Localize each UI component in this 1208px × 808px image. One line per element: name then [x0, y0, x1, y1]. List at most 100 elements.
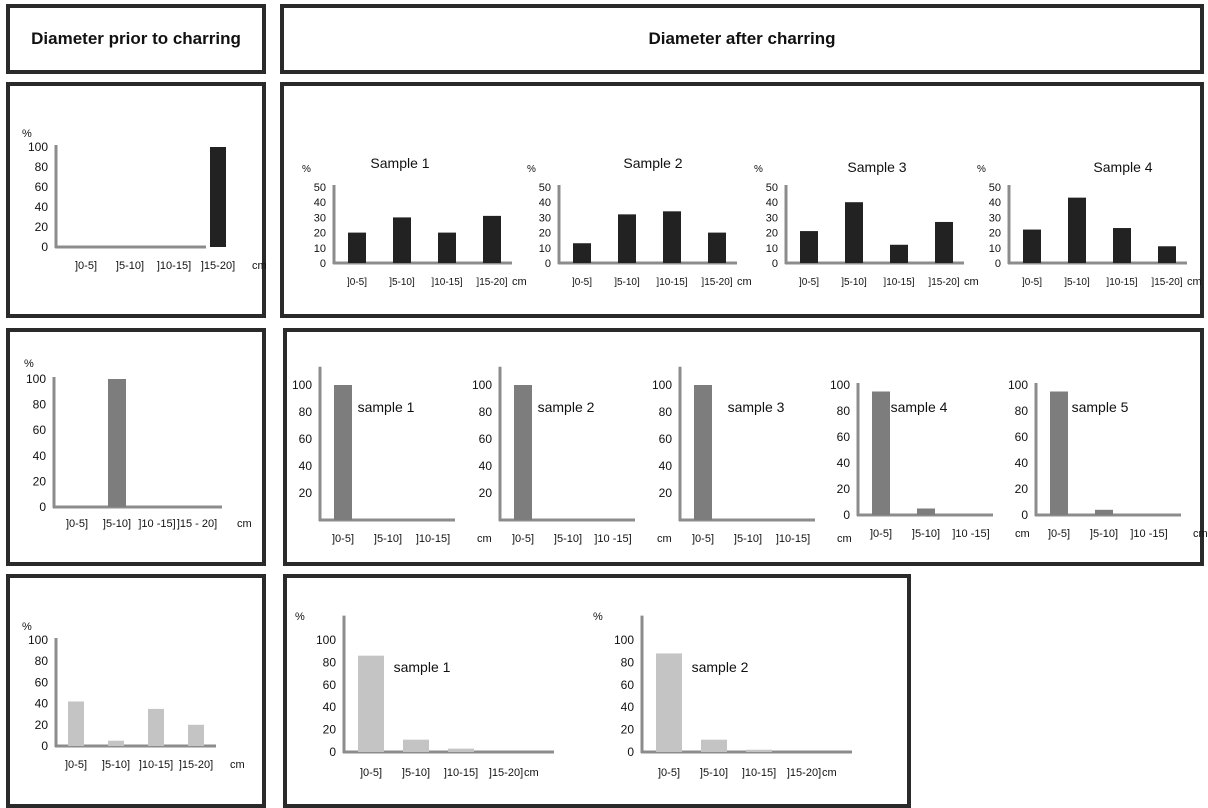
- header-prior-title: Diameter prior to charring: [31, 29, 241, 48]
- y-axis-label: %: [295, 611, 305, 623]
- chart-title: Sample 2: [623, 155, 682, 171]
- bar-1: [872, 391, 890, 515]
- y-tick-label: 40: [989, 197, 1001, 209]
- x-category-label: ]5-10]: [912, 528, 940, 540]
- y-tick-label: 40: [299, 459, 313, 473]
- x-category-label: ]10 -15]: [594, 533, 631, 545]
- chart-title: sample 2: [692, 659, 749, 675]
- bar-4: [708, 232, 726, 263]
- bar-2: [845, 202, 863, 263]
- y-tick-label: 40: [33, 449, 47, 463]
- x-category-label: ]10 -15]: [952, 528, 989, 540]
- bar-2: [403, 739, 429, 752]
- x-category-label: ]15-20]: [489, 767, 523, 779]
- x-category-label: ]0-5]: [512, 533, 534, 545]
- y-tick-label: 20: [33, 474, 47, 488]
- chart-r2-sample3: 20 40 60 80 100]0-5]]5-10]]10-15] cm sample 3: [652, 366, 852, 545]
- x-category-label: ]0-5]: [65, 759, 87, 771]
- x-category-label: ]0-5]: [66, 518, 88, 530]
- y-tick-label: 10: [314, 243, 326, 255]
- x-category-label: ]5-10]: [734, 533, 762, 545]
- y-tick-label: 20: [1015, 482, 1029, 496]
- y-tick-label: 0: [320, 258, 326, 270]
- x-category-label: ]10 -15]: [138, 518, 175, 530]
- y-tick-label: 0: [995, 258, 1001, 270]
- y-tick-label: 40: [35, 697, 49, 711]
- x-category-label: ]5-10]: [402, 767, 430, 779]
- y-tick-label: 100: [652, 378, 672, 392]
- x-category-label: ]5-10]: [841, 277, 867, 288]
- chart-title: Sample 4: [1093, 159, 1152, 175]
- y-tick-label: 40: [621, 700, 635, 714]
- x-category-label: ]0-5]: [1022, 277, 1042, 288]
- y-tick-label: 20: [766, 228, 778, 240]
- x-category-label: ]10 -15]: [1130, 528, 1167, 540]
- x-category-label: ]0-5]: [360, 767, 382, 779]
- y-tick-label: 0: [772, 258, 778, 270]
- x-category-label: ]15-20]: [476, 277, 507, 288]
- y-tick-label: 20: [314, 228, 326, 240]
- x-unit-label: cm: [230, 759, 245, 771]
- x-category-label: ]0-5]: [332, 533, 354, 545]
- x-unit-label: cm: [524, 767, 539, 779]
- y-tick-label: 0: [627, 745, 634, 759]
- x-unit-label: cm: [1015, 528, 1030, 540]
- bar-3: [438, 232, 456, 263]
- bar-3: [148, 708, 164, 746]
- chart-r3-sample1: 0 20 40 60 80 100%]0-5]]5-10]]10-15]]15-20] cm…: [295, 611, 554, 779]
- x-category-label: ]10-15]: [742, 767, 776, 779]
- y-tick-label: 20: [35, 718, 49, 732]
- x-category-label: ]0-5]: [572, 277, 592, 288]
- x-category-label: ]10-15]: [444, 767, 478, 779]
- y-axis-label: %: [24, 358, 34, 370]
- y-tick-label: 100: [830, 378, 850, 392]
- x-category-label: ]5-10]: [116, 260, 144, 272]
- chart-title: sample 2: [538, 399, 595, 415]
- header-after-frame: Diameter after charring: [280, 4, 1204, 74]
- x-category-label: ]0-5]: [75, 260, 97, 272]
- y-tick-label: 40: [659, 459, 673, 473]
- x-category-label: ]5-10]: [1064, 277, 1090, 288]
- bar-1: [1050, 391, 1068, 515]
- x-category-label: ]10-15]: [157, 260, 191, 272]
- bar-1: [358, 655, 384, 752]
- y-tick-label: 40: [479, 459, 493, 473]
- chart-title: sample 4: [891, 399, 948, 415]
- row3-after-frame: [283, 574, 911, 808]
- x-category-label: ]15-20]: [701, 277, 732, 288]
- x-category-label: ]10-15]: [776, 533, 810, 545]
- y-tick-label: 0: [41, 739, 48, 753]
- bar-1: [68, 701, 84, 746]
- x-category-label: ]15-20]: [928, 277, 959, 288]
- y-tick-label: 40: [766, 197, 778, 209]
- y-axis-label: %: [754, 164, 763, 175]
- x-category-label: ]10-15]: [431, 277, 462, 288]
- y-tick-label: 60: [299, 432, 313, 446]
- y-axis-label: %: [22, 621, 32, 633]
- y-axis-label: %: [22, 128, 32, 140]
- y-tick-label: 80: [35, 654, 49, 668]
- x-unit-label: cm: [737, 276, 752, 288]
- y-tick-label: 0: [41, 240, 48, 254]
- y-tick-label: 100: [614, 633, 634, 647]
- y-tick-label: 50: [539, 182, 551, 194]
- row2-prior-frame: [6, 328, 266, 566]
- y-tick-label: 10: [766, 243, 778, 255]
- y-tick-label: 80: [323, 655, 337, 669]
- y-tick-label: 30: [314, 212, 326, 224]
- x-unit-label: cm: [837, 533, 852, 545]
- y-tick-label: 80: [35, 160, 49, 174]
- chart-title: sample 5: [1072, 399, 1129, 415]
- y-tick-label: 80: [1015, 404, 1029, 418]
- header-prior-frame: Diameter prior to charring: [6, 4, 266, 74]
- y-tick-label: 50: [314, 182, 326, 194]
- y-tick-label: 60: [837, 430, 851, 444]
- y-tick-label: 100: [28, 140, 48, 154]
- bar-4: [483, 215, 501, 263]
- x-category-label: ]15-20]: [787, 767, 821, 779]
- y-axis-label: %: [527, 164, 536, 175]
- y-tick-label: 10: [539, 243, 551, 255]
- bar-4: [210, 147, 226, 247]
- x-unit-label: cm: [237, 518, 252, 530]
- bar-2: [1095, 509, 1113, 515]
